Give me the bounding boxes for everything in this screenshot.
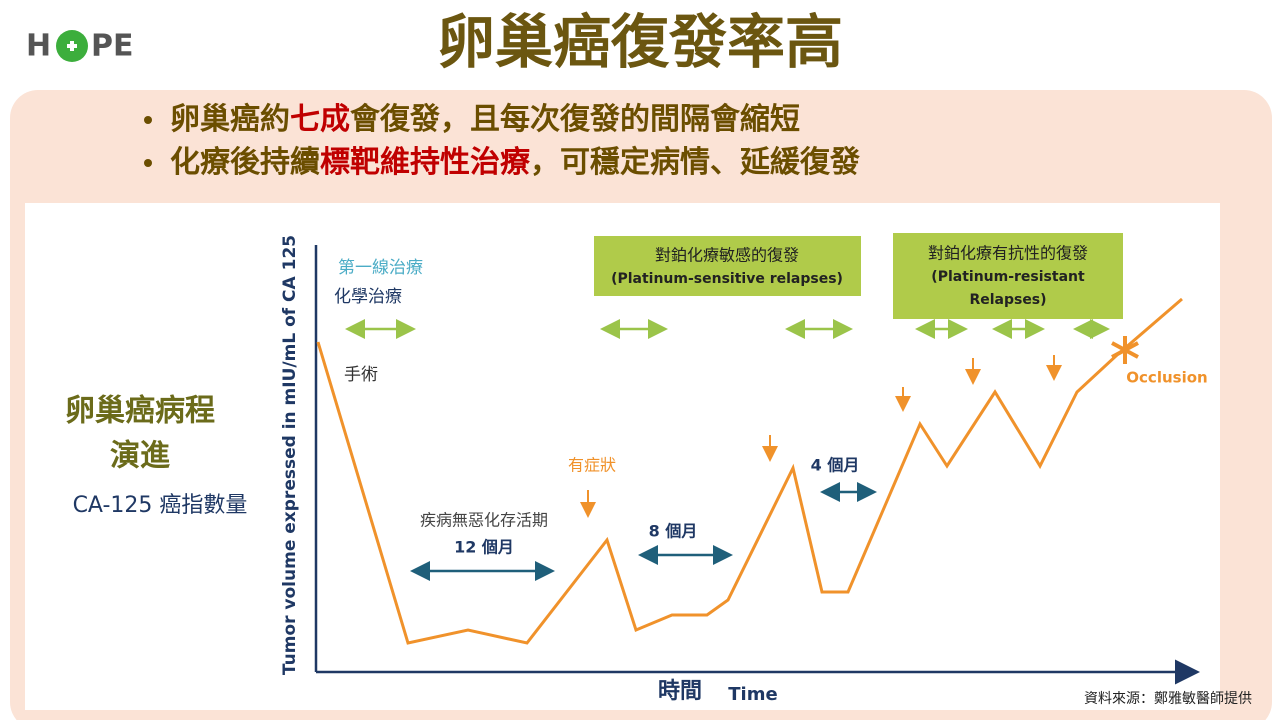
bullet-part: 會復發，且每次復發的間隔會縮短 xyxy=(350,102,800,137)
bullet-part: 卵巢癌約 xyxy=(170,102,290,137)
box-text: 對鉑化療有抗性的復發 xyxy=(928,244,1088,263)
side-label: CA-125 癌指數量 xyxy=(73,493,248,518)
box-text: Relapses) xyxy=(969,292,1046,308)
box-sensitive xyxy=(594,236,861,296)
y-axis-label: Tumor volume expressed in mIU/mL of CA 1… xyxy=(280,235,300,675)
bullet-dot xyxy=(144,116,152,124)
side-label: 演進 xyxy=(110,439,170,474)
bullet-part: 化療後持續 xyxy=(170,145,320,180)
box-text: (Platinum-sensitive relapses) xyxy=(611,271,843,287)
label: 8 個月 xyxy=(649,522,698,541)
source: 資料來源：鄭雅敏醫師提供 xyxy=(1084,691,1252,707)
title: 卵巢癌復發率高 xyxy=(437,8,843,76)
bullet-highlight: 標靶維持性治療 xyxy=(320,145,530,180)
x-axis-label: 時間 xyxy=(658,679,702,704)
label: 疾病無惡化存活期 xyxy=(420,511,548,530)
logo-cross xyxy=(67,41,77,51)
bullet-text: 化療後持續標靶維持性治療，可穩定病情、延緩復發 xyxy=(170,145,860,180)
label: 有症狀 xyxy=(568,456,616,475)
label: 4 個月 xyxy=(811,456,860,475)
occlusion-mark xyxy=(1111,336,1139,364)
bullet-part: ，可穩定病情、延緩復發 xyxy=(530,145,860,180)
label: 12 個月 xyxy=(454,538,514,557)
label: 手術 xyxy=(344,365,378,385)
bullet-dot xyxy=(144,159,152,167)
tumor-curve xyxy=(316,297,1183,645)
bullet-highlight: 七成 xyxy=(290,102,350,137)
logo-right: PE xyxy=(91,29,133,64)
bullet-text: 卵巢癌約七成會復發，且每次復發的間隔會縮短 xyxy=(170,102,800,137)
box-text: 對鉑化療敏感的復發 xyxy=(655,246,799,265)
box-resistant xyxy=(893,233,1123,319)
x-axis-label: Time xyxy=(728,684,777,705)
side-label: 卵巢癌病程 xyxy=(65,394,215,429)
logo-left: H xyxy=(26,29,51,64)
occlusion-label: Occlusion xyxy=(1126,369,1207,387)
label: 化學治療 xyxy=(334,287,402,307)
box-text: (Platinum-resistant xyxy=(931,269,1085,285)
logo: H PE xyxy=(26,29,133,64)
label: 第一線治療 xyxy=(338,258,423,278)
